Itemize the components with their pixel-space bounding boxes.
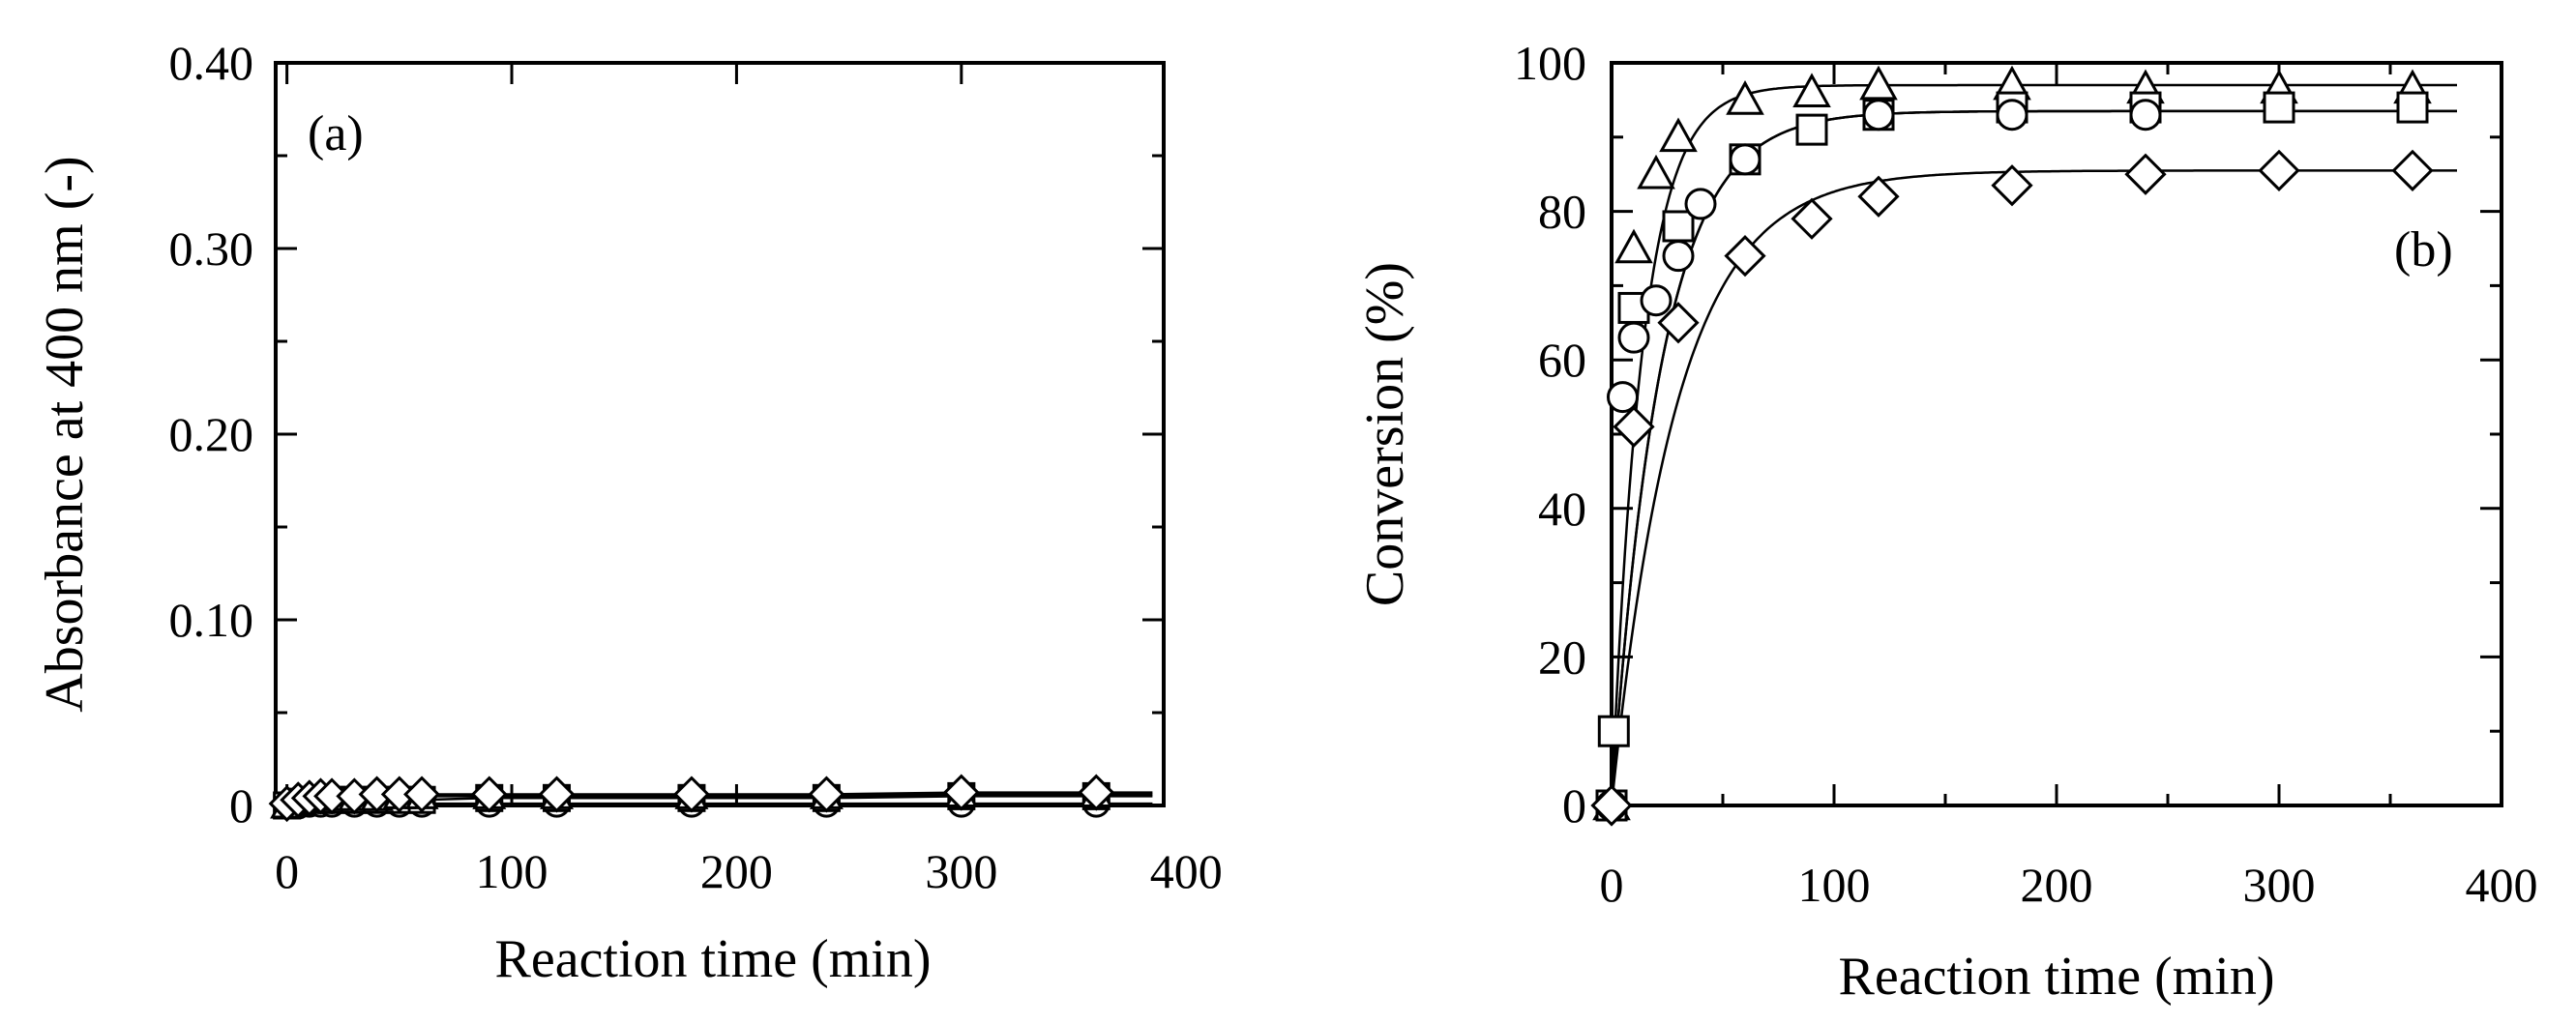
data-point-circle — [1640, 284, 1673, 317]
ticks-a — [276, 61, 1164, 807]
plot-frame-a — [274, 61, 1166, 807]
data-point-diamond — [1991, 164, 2033, 207]
y-tick-label: 20 — [1538, 629, 1586, 684]
panel-label-a: (a) — [308, 106, 364, 161]
y-axis-title-a: Absorbance at 400 nm (-) — [35, 156, 95, 712]
y-tick-label: 0.10 — [169, 593, 254, 647]
data-point-diamond — [1590, 784, 1633, 827]
x-tick-label: 200 — [2021, 858, 2093, 912]
data-point-square — [2263, 91, 2295, 124]
x-tick-label: 300 — [925, 844, 997, 898]
x-tick-label: 0 — [1600, 858, 1624, 912]
x-tick-label: 0 — [275, 844, 299, 898]
data-point-diamond — [403, 775, 441, 813]
y-tick-label: 80 — [1538, 185, 1586, 239]
data-point-diamond — [2258, 149, 2300, 191]
data-point-triangle — [1726, 80, 1764, 115]
panel-label-b: (b) — [2394, 222, 2453, 278]
data-point-circle — [1684, 188, 1717, 220]
markers-a — [268, 774, 1115, 823]
x-axis-title-b: Reaction time (min) — [1839, 947, 2275, 1007]
data-point-square — [1662, 210, 1695, 243]
x-axis-title-a: Reaction time (min) — [495, 929, 932, 989]
data-point-diamond — [1078, 774, 1115, 811]
data-point-diamond — [1724, 235, 1766, 278]
data-point-diamond — [1657, 302, 1700, 344]
y-tick-labels-a: 0 0.10 0.20 0.30 0.40 — [169, 36, 254, 833]
ticks-b — [1610, 61, 2503, 807]
y-tick-label: 60 — [1538, 333, 1586, 387]
x-tick-label: 400 — [1150, 844, 1223, 898]
x-tick-label: 300 — [2243, 858, 2316, 912]
x-tick-label: 100 — [1798, 858, 1871, 912]
data-point-triangle — [1792, 73, 1831, 108]
x-tick-labels-a: 0 100 200 300 400 — [275, 844, 1223, 898]
y-tick-label: 0.20 — [169, 407, 254, 461]
data-point-diamond — [2124, 153, 2167, 195]
data-point-square — [2396, 91, 2429, 124]
data-point-diamond — [538, 775, 576, 813]
x-tick-label: 100 — [476, 844, 548, 898]
data-point-triangle — [1859, 65, 1898, 101]
data-point-diamond — [470, 775, 508, 813]
data-point-square — [1597, 715, 1630, 747]
data-point-circle — [1862, 99, 1895, 132]
data-point-circle — [2129, 99, 2162, 132]
data-point-diamond — [808, 775, 845, 813]
data-point-diamond — [1791, 197, 1833, 240]
data-point-square — [1795, 113, 1828, 146]
y-tick-label: 0.40 — [169, 36, 254, 90]
data-point-circle — [1617, 321, 1650, 354]
chart-panel-b: 0 100 200 300 400 0 20 40 60 80 100 (b) Reaction … — [1355, 36, 2538, 1007]
x-tick-label: 200 — [700, 844, 773, 898]
fit-curve-triangle — [1610, 83, 2457, 806]
fit-curve-square — [1610, 109, 2457, 806]
y-tick-label: 0 — [1562, 778, 1586, 833]
x-tick-labels-b: 0 100 200 300 400 — [1600, 858, 2538, 912]
chart-panel-a: 0 100 200 300 400 0 0.10 0.20 0.30 0.40 (a) Reac… — [35, 36, 1223, 989]
data-point-circle — [1996, 99, 2028, 132]
y-tick-label: 0 — [229, 778, 253, 833]
data-point-diamond — [1857, 175, 1900, 218]
y-tick-label: 0.30 — [169, 221, 254, 276]
y-tick-label: 40 — [1538, 482, 1586, 536]
curves-b — [1610, 83, 2457, 806]
fit-curve-circle — [1610, 109, 2457, 806]
data-point-circle — [1607, 381, 1639, 414]
data-point-circle — [1729, 143, 1762, 176]
data-point-diamond — [1613, 405, 1655, 448]
y-axis-title-b: Conversion (%) — [1355, 262, 1415, 606]
data-point-triangle — [1637, 154, 1675, 190]
data-point-diamond — [2391, 149, 2434, 191]
data-point-circle — [1662, 240, 1695, 273]
data-point-diamond — [942, 774, 980, 811]
data-point-diamond — [672, 775, 710, 813]
data-point-triangle — [1614, 228, 1653, 264]
data-point-triangle — [1659, 117, 1698, 153]
y-tick-labels-b: 0 20 40 60 80 100 — [1514, 36, 1586, 833]
y-tick-label: 100 — [1514, 36, 1586, 90]
markers-b — [1590, 65, 2434, 827]
x-tick-label: 400 — [2466, 858, 2538, 912]
